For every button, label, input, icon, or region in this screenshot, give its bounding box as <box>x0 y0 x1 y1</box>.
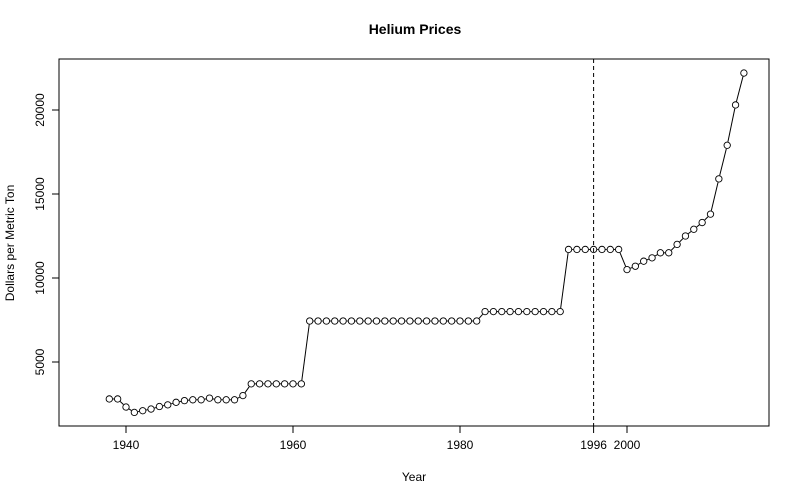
y-tick-label: 20000 <box>33 93 47 127</box>
data-point <box>564 245 573 254</box>
data-point <box>214 396 222 404</box>
data-point <box>139 407 147 415</box>
data-point <box>431 317 439 325</box>
data-point <box>573 245 581 254</box>
data-point <box>222 396 230 404</box>
data-point <box>114 395 122 403</box>
data-point <box>631 262 639 270</box>
data-point <box>456 317 464 325</box>
data-point <box>665 249 673 257</box>
data-point <box>155 402 164 411</box>
data-point <box>531 307 539 316</box>
data-point <box>205 394 214 402</box>
data-point <box>147 405 155 413</box>
data-point <box>247 380 255 388</box>
data-point <box>372 317 381 325</box>
data-point <box>640 257 648 265</box>
data-point <box>331 317 339 325</box>
data-point <box>556 307 564 316</box>
data-point <box>314 317 322 325</box>
data-point <box>347 317 356 325</box>
plot-frame <box>58 58 770 427</box>
data-point <box>464 317 472 325</box>
data-point <box>615 245 623 254</box>
data-point <box>164 401 172 409</box>
data-point <box>422 317 431 325</box>
data-point <box>439 317 447 325</box>
data-point <box>581 245 589 254</box>
data-point <box>606 245 614 254</box>
data-point <box>623 265 631 274</box>
data-point <box>498 307 506 316</box>
data-points <box>105 69 748 417</box>
data-point <box>723 141 731 149</box>
data-point <box>673 240 681 249</box>
data-point <box>189 396 197 404</box>
data-point <box>272 380 280 388</box>
data-point <box>255 380 264 388</box>
data-point <box>130 408 139 417</box>
x-tick-label: 1980 <box>447 438 474 452</box>
data-point <box>406 317 414 325</box>
y-axis-label: Dollars per Metric Ton <box>3 185 17 301</box>
data-point <box>297 380 305 388</box>
data-point <box>706 210 715 218</box>
x-tick-label: 1996 <box>580 438 607 452</box>
data-point <box>397 317 406 325</box>
data-point <box>389 317 397 325</box>
data-point <box>481 307 489 316</box>
data-line <box>112 76 744 413</box>
data-point <box>731 101 740 109</box>
data-point <box>280 380 289 388</box>
data-point <box>598 245 606 254</box>
data-point <box>180 396 189 405</box>
data-point <box>656 249 665 257</box>
data-point <box>289 380 297 388</box>
data-point <box>339 317 347 325</box>
data-point <box>172 398 180 406</box>
x-tick-label: 1940 <box>113 438 140 452</box>
data-point <box>197 396 205 404</box>
data-point <box>648 254 656 262</box>
data-point <box>506 307 514 316</box>
y-tick-label: 10000 <box>33 261 47 295</box>
data-point <box>122 403 130 411</box>
y-tick-label: 15000 <box>33 177 47 211</box>
data-point <box>548 307 556 316</box>
data-point <box>539 307 548 316</box>
data-point <box>264 380 272 388</box>
data-point <box>414 317 422 325</box>
x-axis-label: Year <box>402 470 426 484</box>
y-tick-label: 5000 <box>33 348 47 375</box>
chart-title: Helium Prices <box>368 21 462 37</box>
data-point <box>740 69 748 77</box>
data-point <box>514 307 523 316</box>
data-point <box>447 317 456 325</box>
data-point <box>589 245 598 254</box>
data-point <box>690 225 698 233</box>
data-point <box>105 395 113 403</box>
data-point <box>489 307 498 316</box>
data-point <box>239 391 247 400</box>
data-point <box>698 218 706 227</box>
data-point <box>681 232 690 240</box>
data-point <box>473 317 481 325</box>
data-point <box>523 307 531 316</box>
data-point <box>322 317 331 325</box>
data-point <box>306 317 314 325</box>
data-point <box>715 175 723 183</box>
y-axis: 5000 10000 15000 20000 <box>33 93 59 375</box>
data-point <box>230 396 239 404</box>
data-point <box>364 317 372 325</box>
data-point <box>381 317 389 325</box>
x-tick-label: 1960 <box>280 438 307 452</box>
data-point <box>356 317 364 325</box>
x-tick-label: 2000 <box>614 438 641 452</box>
x-axis: 1940 1960 1980 1996 2000 <box>113 426 641 452</box>
